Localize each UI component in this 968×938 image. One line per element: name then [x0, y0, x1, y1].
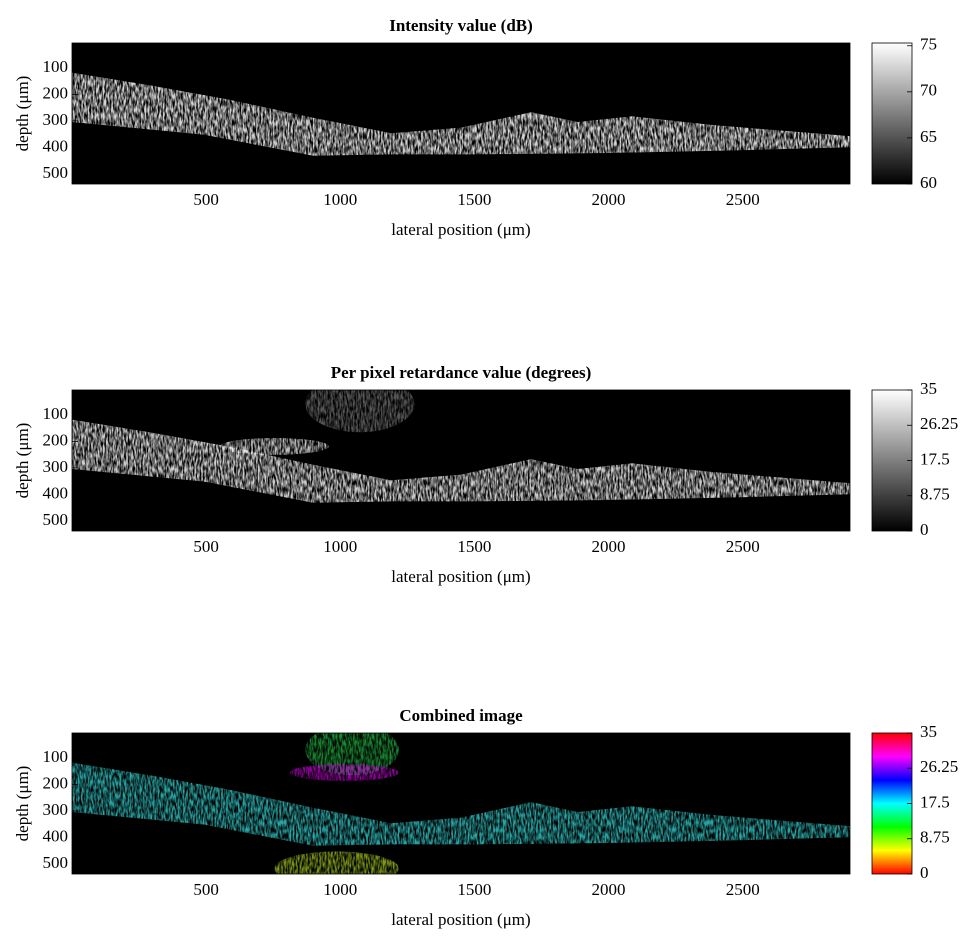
- x-tick-label: 2000: [592, 190, 626, 209]
- panel: Combined image lateral position (μm) depth…: [13, 706, 958, 929]
- panel: Per pixel retardance value (degrees) late…: [13, 363, 958, 586]
- y-tick-label: 100: [43, 57, 69, 76]
- colorbar: [871, 42, 913, 185]
- x-tick-label: 500: [193, 190, 219, 209]
- x-tick-label: 500: [193, 880, 219, 899]
- x-axis-label: lateral position (μm): [391, 910, 530, 929]
- title: Combined image: [399, 706, 523, 725]
- y-tick-label: 300: [43, 800, 69, 819]
- x-tick-label: 1500: [457, 880, 491, 899]
- colorbar: [871, 389, 913, 532]
- y-tick-label: 400: [43, 136, 69, 155]
- y-axis-label: depth (μm): [13, 766, 32, 842]
- y-tick-label: 400: [43, 483, 69, 502]
- axes-box: [71, 389, 851, 532]
- image-feature: [289, 764, 399, 781]
- image: [72, 390, 850, 531]
- y-axis-label: depth (μm): [13, 423, 32, 499]
- x-tick-label: 1500: [457, 190, 491, 209]
- colorbar-tick-label: 70: [920, 81, 937, 100]
- colorbar-tick-label: 75: [920, 35, 937, 54]
- colorbar-tick-label: 8.75: [920, 485, 950, 504]
- colorbar-tick-label: 35: [920, 722, 937, 741]
- colorbar-tick-label: 0: [920, 520, 929, 539]
- title: Intensity value (dB): [389, 16, 533, 35]
- tissue-layer: [72, 419, 850, 503]
- y-tick-label: 300: [43, 110, 69, 129]
- y-tick-label: 200: [43, 430, 69, 449]
- tissue-layer: [72, 762, 850, 846]
- image-feature: [219, 437, 329, 455]
- title: Per pixel retardance value (degrees): [331, 363, 592, 382]
- axes-box: [71, 42, 851, 185]
- x-tick-label: 2000: [592, 537, 626, 556]
- y-tick-label: 100: [43, 404, 69, 423]
- x-tick-label: 1000: [323, 537, 357, 556]
- x-tick-label: 2500: [726, 190, 760, 209]
- colorbar-tick-label: 60: [920, 173, 937, 192]
- y-axis-label: depth (μm): [13, 76, 32, 152]
- colorbar-tick-label: 0: [920, 863, 929, 882]
- image-feature: [274, 851, 399, 874]
- image-feature: [305, 390, 415, 433]
- y-tick-label: 500: [43, 510, 69, 529]
- colorbar-tick-label: 17.5: [920, 792, 950, 811]
- x-axis-label: lateral position (μm): [391, 567, 530, 586]
- x-tick-label: 1500: [457, 537, 491, 556]
- x-tick-label: 2000: [592, 880, 626, 899]
- x-axis-label: lateral position (μm): [391, 220, 530, 239]
- x-tick-label: 2500: [726, 537, 760, 556]
- y-tick-label: 500: [43, 853, 69, 872]
- y-tick-label: 400: [43, 826, 69, 845]
- colorbar-tick-label: 65: [920, 127, 937, 146]
- colorbar-tick-label: 17.5: [920, 449, 950, 468]
- image: [72, 733, 850, 874]
- tissue-layer: [72, 72, 850, 156]
- x-tick-label: 2500: [726, 880, 760, 899]
- x-tick-label: 1000: [323, 880, 357, 899]
- axes-box: [71, 732, 851, 875]
- y-tick-label: 200: [43, 773, 69, 792]
- colorbar-tick-label: 8.75: [920, 828, 950, 847]
- image: [72, 43, 850, 184]
- y-tick-label: 300: [43, 457, 69, 476]
- y-tick-label: 200: [43, 83, 69, 102]
- colorbar-tick-label: 26.25: [920, 757, 958, 776]
- y-tick-label: 100: [43, 747, 69, 766]
- panel: Intensity value (dB) lateral position (μm…: [13, 16, 937, 239]
- colorbar: [871, 732, 913, 875]
- colorbar-tick-label: 35: [920, 379, 937, 398]
- colorbar-tick-label: 26.25: [920, 414, 958, 433]
- x-tick-label: 1000: [323, 190, 357, 209]
- x-tick-label: 500: [193, 537, 219, 556]
- y-tick-label: 500: [43, 163, 69, 182]
